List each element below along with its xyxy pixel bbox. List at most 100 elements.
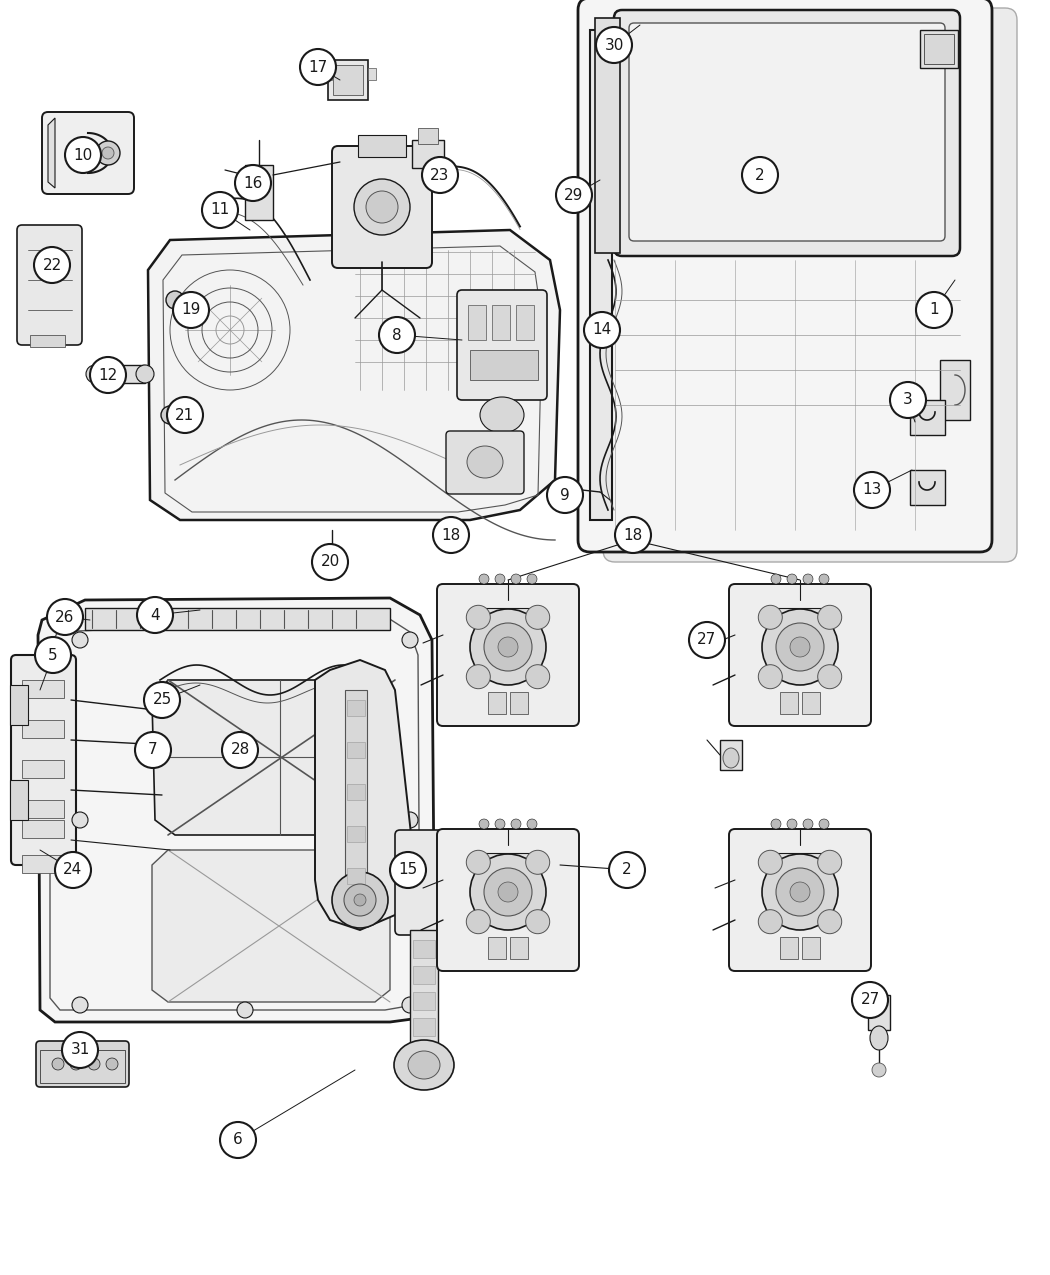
Circle shape <box>34 247 70 283</box>
Circle shape <box>144 682 180 718</box>
Bar <box>910 470 945 505</box>
Text: 4: 4 <box>150 607 160 622</box>
Bar <box>22 760 64 778</box>
Ellipse shape <box>96 142 120 164</box>
Text: 5: 5 <box>48 648 58 663</box>
Circle shape <box>803 819 813 829</box>
Bar <box>802 692 820 714</box>
Bar <box>780 937 798 959</box>
FancyBboxPatch shape <box>629 23 945 241</box>
Ellipse shape <box>498 882 518 901</box>
Text: 3: 3 <box>903 393 912 408</box>
Text: 10: 10 <box>74 148 92 162</box>
Bar <box>488 692 506 714</box>
Circle shape <box>758 850 782 875</box>
FancyBboxPatch shape <box>17 224 82 346</box>
Circle shape <box>526 664 550 688</box>
FancyBboxPatch shape <box>446 431 524 493</box>
Ellipse shape <box>354 894 366 907</box>
Text: 27: 27 <box>697 632 716 648</box>
Circle shape <box>495 574 505 584</box>
Circle shape <box>167 397 203 434</box>
Bar <box>324 68 332 80</box>
Text: 14: 14 <box>592 323 611 338</box>
Bar <box>510 937 528 959</box>
Ellipse shape <box>484 868 532 915</box>
Ellipse shape <box>762 854 838 929</box>
Circle shape <box>202 193 238 228</box>
Circle shape <box>402 812 418 827</box>
Text: 21: 21 <box>175 408 194 422</box>
Circle shape <box>70 1058 82 1070</box>
Bar <box>516 305 534 340</box>
Circle shape <box>52 1058 64 1070</box>
Text: 24: 24 <box>63 862 83 877</box>
FancyBboxPatch shape <box>395 830 445 935</box>
Circle shape <box>916 292 952 328</box>
Text: 26: 26 <box>56 609 75 625</box>
Circle shape <box>526 606 550 630</box>
Bar <box>595 18 619 252</box>
Text: 15: 15 <box>398 862 418 877</box>
Circle shape <box>47 599 83 635</box>
Bar <box>780 692 798 714</box>
Circle shape <box>62 1031 98 1068</box>
Bar <box>590 31 612 520</box>
Circle shape <box>526 850 550 875</box>
Text: 22: 22 <box>42 258 62 273</box>
Ellipse shape <box>394 1040 454 1090</box>
FancyBboxPatch shape <box>42 112 134 194</box>
Text: 16: 16 <box>244 176 262 190</box>
Text: 25: 25 <box>152 692 171 708</box>
Bar <box>346 868 365 884</box>
Bar <box>772 853 828 867</box>
Bar <box>10 780 28 820</box>
Circle shape <box>466 664 490 688</box>
Text: 8: 8 <box>393 328 402 343</box>
Circle shape <box>90 357 126 393</box>
Circle shape <box>609 852 645 887</box>
Text: 28: 28 <box>230 742 250 757</box>
Circle shape <box>222 732 258 768</box>
Bar <box>468 305 486 340</box>
Circle shape <box>818 909 842 933</box>
Text: 31: 31 <box>70 1043 89 1057</box>
Circle shape <box>88 1058 100 1070</box>
Circle shape <box>818 850 842 875</box>
Circle shape <box>106 1058 118 1070</box>
Circle shape <box>55 852 91 887</box>
Ellipse shape <box>366 191 398 223</box>
Circle shape <box>136 597 173 632</box>
Circle shape <box>788 819 797 829</box>
Ellipse shape <box>870 1026 888 1051</box>
Bar <box>418 128 438 144</box>
Text: 27: 27 <box>860 992 880 1007</box>
Circle shape <box>390 852 426 887</box>
Bar <box>413 992 435 1010</box>
Circle shape <box>818 664 842 688</box>
Ellipse shape <box>136 365 154 382</box>
Ellipse shape <box>762 609 838 685</box>
Bar <box>368 68 376 80</box>
Circle shape <box>852 982 888 1017</box>
Text: 20: 20 <box>320 555 339 570</box>
Ellipse shape <box>723 748 739 768</box>
Bar <box>510 692 528 714</box>
Text: 2: 2 <box>623 862 632 877</box>
Circle shape <box>689 622 724 658</box>
Ellipse shape <box>776 868 824 915</box>
Bar <box>413 966 435 984</box>
Circle shape <box>402 632 418 648</box>
Polygon shape <box>148 230 560 520</box>
Polygon shape <box>152 680 398 835</box>
Bar <box>333 65 363 96</box>
Bar <box>910 400 945 435</box>
Text: 12: 12 <box>99 367 118 382</box>
Text: 29: 29 <box>564 187 584 203</box>
Bar <box>488 937 506 959</box>
Bar <box>346 742 365 759</box>
Bar <box>924 34 954 64</box>
Circle shape <box>422 157 458 193</box>
Circle shape <box>584 312 620 348</box>
FancyBboxPatch shape <box>729 584 872 725</box>
